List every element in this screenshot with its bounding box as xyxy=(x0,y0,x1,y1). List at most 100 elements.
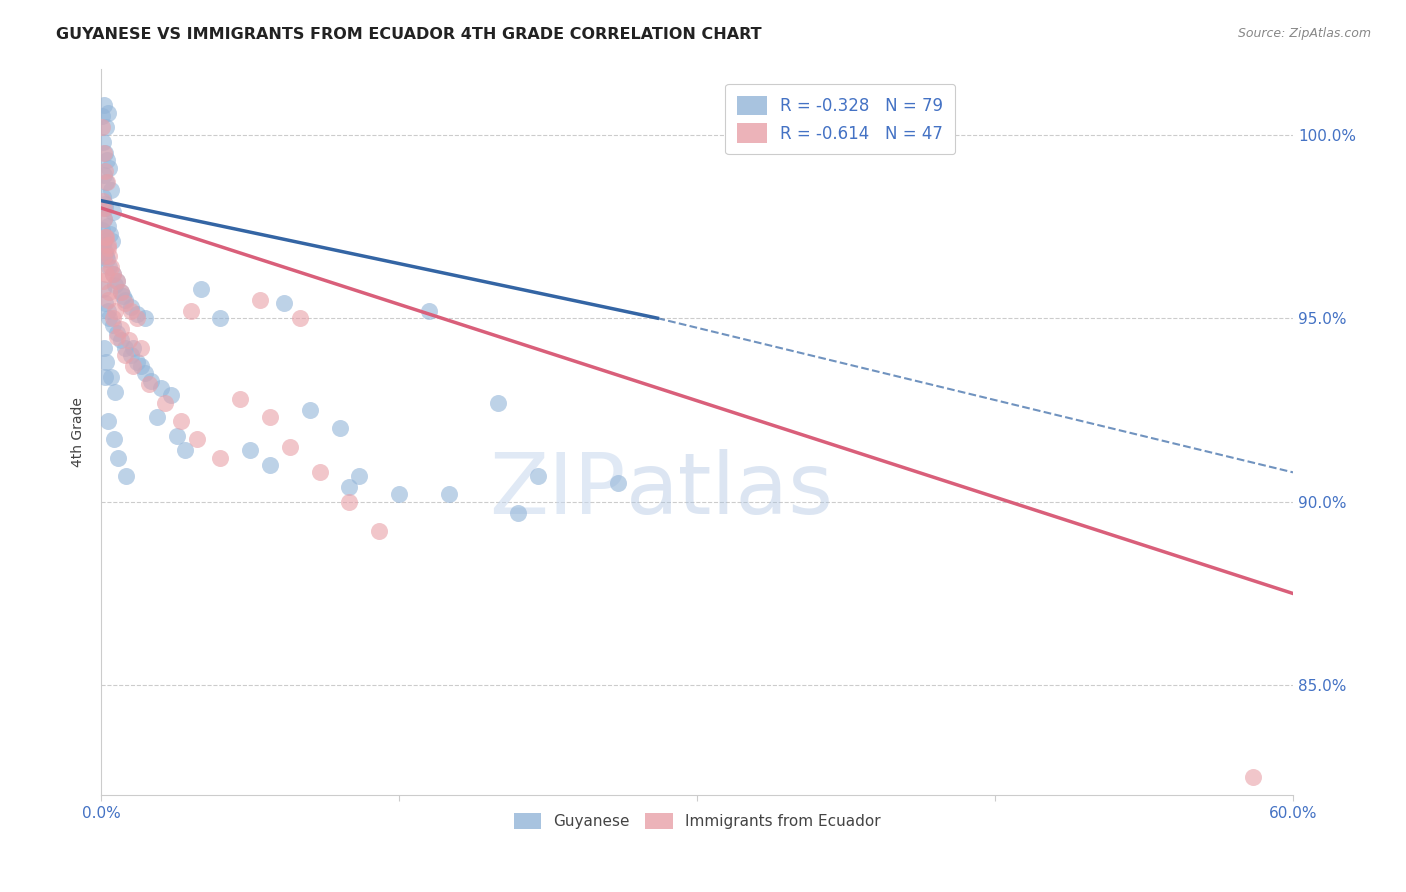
Point xyxy=(96,252,118,267)
Point xyxy=(103,432,125,446)
Point xyxy=(114,293,136,307)
Point xyxy=(122,359,145,373)
Point xyxy=(93,212,115,227)
Point xyxy=(104,384,127,399)
Point xyxy=(114,348,136,362)
Point xyxy=(180,303,202,318)
Point xyxy=(96,120,118,135)
Point xyxy=(259,410,281,425)
Point xyxy=(329,421,352,435)
Point xyxy=(104,303,127,318)
Point xyxy=(91,223,114,237)
Point xyxy=(94,230,117,244)
Point xyxy=(93,370,115,384)
Point xyxy=(93,168,115,182)
Point xyxy=(94,197,117,211)
Point xyxy=(229,392,252,406)
Point xyxy=(93,341,115,355)
Point xyxy=(508,506,530,520)
Point xyxy=(98,311,121,326)
Point xyxy=(190,282,212,296)
Point xyxy=(101,267,124,281)
Point xyxy=(105,275,128,289)
Point xyxy=(209,311,232,326)
Point xyxy=(166,428,188,442)
Point xyxy=(101,311,124,326)
Point xyxy=(100,183,122,197)
Point xyxy=(91,194,114,208)
Point xyxy=(125,355,148,369)
Point xyxy=(93,234,115,248)
Point xyxy=(125,308,148,322)
Point xyxy=(339,494,361,508)
Point xyxy=(112,289,135,303)
Point xyxy=(98,285,121,300)
Point xyxy=(527,469,550,483)
Point xyxy=(91,282,114,296)
Point xyxy=(118,333,141,347)
Point xyxy=(120,303,142,318)
Point xyxy=(97,237,120,252)
Point xyxy=(94,296,117,310)
Point xyxy=(101,204,124,219)
Point xyxy=(134,311,156,326)
Point xyxy=(159,388,181,402)
Point xyxy=(94,201,117,215)
Point xyxy=(96,355,118,369)
Point xyxy=(388,487,411,501)
Point xyxy=(149,381,172,395)
Point xyxy=(94,145,117,160)
Point xyxy=(120,348,142,362)
Point xyxy=(97,414,120,428)
Point xyxy=(97,105,120,120)
Point xyxy=(98,161,121,175)
Point xyxy=(96,249,118,263)
Point xyxy=(93,98,115,112)
Point xyxy=(93,249,115,263)
Point xyxy=(105,326,128,340)
Point xyxy=(104,278,127,293)
Point xyxy=(606,476,628,491)
Point xyxy=(91,109,114,123)
Point xyxy=(93,212,115,227)
Point xyxy=(129,359,152,373)
Point xyxy=(273,296,295,310)
Point xyxy=(105,329,128,343)
Point xyxy=(1241,770,1264,784)
Point xyxy=(138,377,160,392)
Point xyxy=(288,311,311,326)
Point xyxy=(339,480,361,494)
Point xyxy=(129,341,152,355)
Point xyxy=(91,190,114,204)
Point xyxy=(110,285,132,300)
Point xyxy=(100,260,122,274)
Point xyxy=(100,370,122,384)
Point xyxy=(96,153,118,168)
Point xyxy=(186,432,208,446)
Point xyxy=(418,303,440,318)
Point xyxy=(110,322,132,336)
Point xyxy=(259,458,281,472)
Point xyxy=(98,227,121,241)
Point xyxy=(122,341,145,355)
Point xyxy=(94,267,117,281)
Point xyxy=(349,469,371,483)
Point xyxy=(110,285,132,300)
Y-axis label: 4th Grade: 4th Grade xyxy=(72,397,86,467)
Point xyxy=(239,443,262,458)
Point xyxy=(437,487,460,501)
Point xyxy=(98,260,121,274)
Point xyxy=(93,145,115,160)
Point xyxy=(94,245,117,260)
Text: atlas: atlas xyxy=(626,449,834,532)
Point xyxy=(97,293,120,307)
Point xyxy=(368,524,391,538)
Point xyxy=(96,175,118,189)
Point xyxy=(91,237,114,252)
Point xyxy=(101,234,124,248)
Point xyxy=(134,366,156,380)
Point xyxy=(488,395,510,409)
Point xyxy=(98,249,121,263)
Point xyxy=(94,230,117,244)
Point xyxy=(93,201,115,215)
